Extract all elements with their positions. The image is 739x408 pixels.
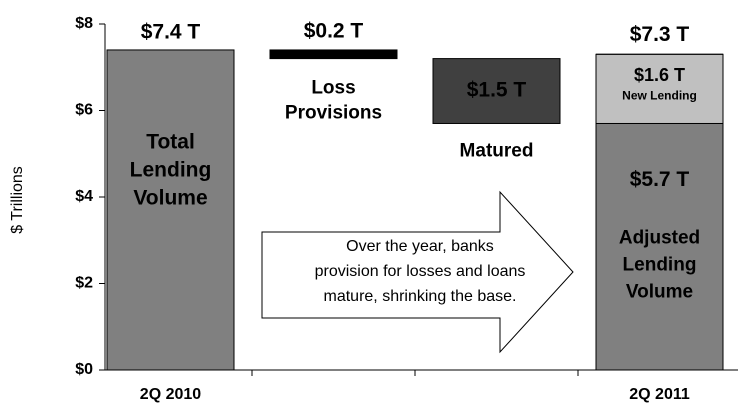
value-label: $1.6 T xyxy=(634,65,685,85)
value-label: $1.5 T xyxy=(467,79,527,102)
bar xyxy=(432,58,561,124)
bar-name: Volume xyxy=(626,281,693,302)
bar-name: Loss xyxy=(311,78,355,99)
y-axis-label: $ Trillions xyxy=(9,166,26,234)
bar-name: Total xyxy=(146,130,195,153)
total-label: $7.3 T xyxy=(630,23,690,46)
annotation-text: mature, shrinking the base. xyxy=(324,288,517,305)
bar-name: Lending xyxy=(623,254,697,275)
bar-name: Volume xyxy=(133,186,207,209)
bar xyxy=(106,49,235,371)
annotation-text: provision for losses and loans xyxy=(315,263,526,280)
bar xyxy=(595,122,724,371)
y-tick-label: $8 xyxy=(75,15,93,32)
bar-name: Provisions xyxy=(285,103,382,124)
y-tick-label: $6 xyxy=(75,102,93,119)
y-tick-label: $0 xyxy=(75,361,93,378)
bar xyxy=(269,49,398,60)
bar-name: Matured xyxy=(460,140,534,161)
bar-name: Lending xyxy=(130,158,212,181)
x-tick-label: 2Q 2010 xyxy=(140,386,201,403)
bar-name: New Lending xyxy=(622,88,697,102)
value-label: $0.2 T xyxy=(304,19,364,42)
y-tick-label: $4 xyxy=(75,188,93,205)
bar xyxy=(595,53,724,124)
bar-name: Adjusted xyxy=(619,227,700,248)
x-tick-label: 2Q 2011 xyxy=(629,386,690,403)
value-label: $5.7 T xyxy=(630,168,690,191)
annotation-arrow xyxy=(261,190,574,354)
annotation-text: Over the year, banks xyxy=(346,238,494,255)
value-label: $7.4 T xyxy=(141,20,201,43)
y-tick-label: $2 xyxy=(75,275,93,292)
